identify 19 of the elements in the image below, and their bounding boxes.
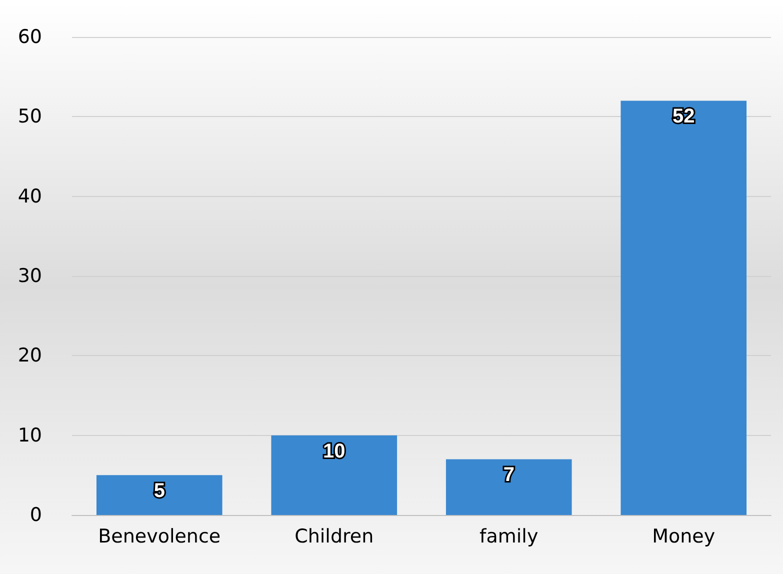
data-label: 7 [503,464,514,486]
y-tick-label: 40 [18,185,42,208]
x-tick-label: Money [652,526,716,548]
y-tick-label: 20 [18,344,42,367]
y-tick-label: 10 [18,424,42,446]
data-label: 5 [154,480,165,502]
data-label: 52 [672,106,695,128]
y-tick-label: 50 [18,106,42,128]
bar [271,435,398,515]
x-tick-label: Benevolence [98,526,221,548]
bar [446,459,572,515]
x-tick-label: Children [294,526,374,548]
y-tick-label: 0 [30,504,42,526]
bar [96,475,222,515]
y-tick-label: 60 [18,26,42,48]
y-tick-label: 30 [18,265,42,287]
x-tick-label: family [480,526,538,548]
data-label: 10 [323,440,346,462]
bar [620,100,747,515]
